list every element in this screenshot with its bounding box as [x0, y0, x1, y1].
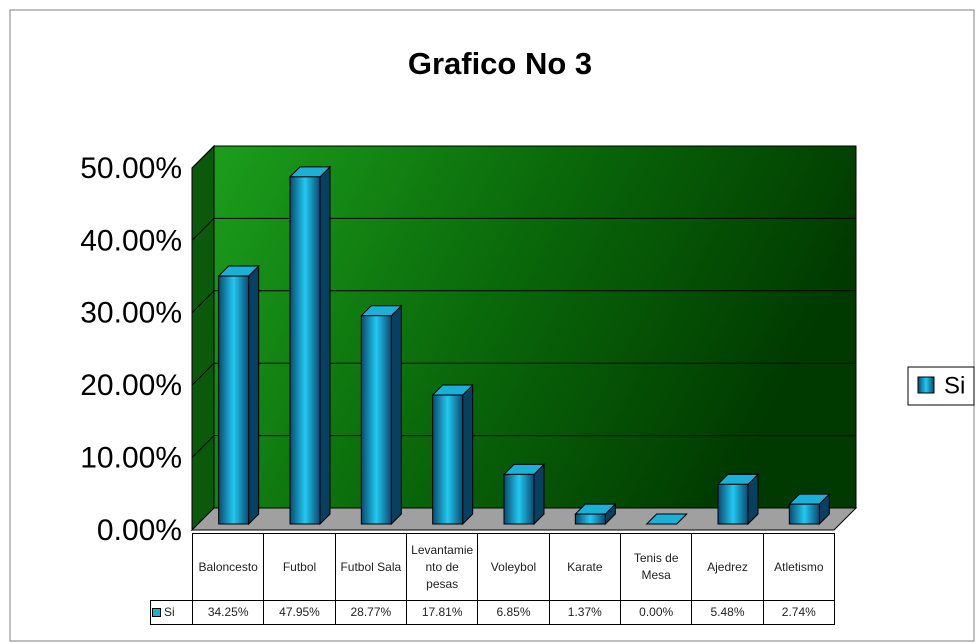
- data-table-value: 0.00%: [620, 600, 693, 625]
- category-label: Tenis de Mesa: [620, 533, 693, 601]
- category-label-text: Karate: [567, 559, 603, 574]
- data-table-value: 5.48%: [691, 600, 764, 625]
- bar: [289, 176, 321, 525]
- data-table-value: 2.74%: [762, 600, 835, 625]
- category-label-text: Atletismo: [774, 559, 824, 574]
- data-table-value-text: 0.00%: [639, 605, 674, 619]
- y-tick-label: 0.00%: [97, 514, 182, 547]
- legend-label: Si: [944, 372, 965, 399]
- legend-key: [152, 608, 161, 617]
- bar: [503, 473, 535, 525]
- category-label-text: Ajedrez: [707, 559, 748, 574]
- data-table-value-text: 34.25%: [207, 605, 249, 619]
- y-tick-label: 40.00%: [80, 224, 182, 257]
- grid-line: [191, 435, 215, 458]
- category-label-text: Tenis de Mesa: [633, 551, 679, 582]
- data-table-value: 1.37%: [548, 600, 621, 625]
- bar-top: [645, 513, 688, 525]
- data-table-value: 6.85%: [477, 600, 550, 625]
- data-table-value-text: 28.77%: [350, 605, 392, 619]
- category-label: Baloncesto: [192, 533, 265, 601]
- bar-side: [319, 165, 331, 526]
- data-table-value: 34.25%: [192, 600, 265, 625]
- grid-line: [191, 290, 215, 314]
- data-table-value: 28.77%: [334, 600, 407, 625]
- side-wall: [191, 144, 215, 532]
- bar-side: [248, 264, 260, 526]
- data-table-series: Si: [150, 600, 193, 625]
- category-label-text: Voleybol: [490, 559, 537, 574]
- category-label: Levantamiento de pesas: [406, 533, 479, 601]
- category-label: Futbol: [263, 533, 336, 601]
- bar: [788, 503, 820, 525]
- category-label: Futbol Sala: [334, 533, 407, 601]
- data-table-series-text: Si: [164, 605, 175, 619]
- bar: [717, 483, 749, 525]
- category-label-text: Futbol Sala: [340, 559, 402, 574]
- bar: [432, 394, 464, 525]
- bar: [360, 315, 392, 525]
- data-table-value: 17.81%: [406, 600, 479, 625]
- bar-side: [390, 304, 402, 526]
- category-label-text: Baloncesto: [198, 559, 258, 574]
- category-label: Karate: [548, 533, 621, 601]
- data-table-value-text: 1.37%: [567, 605, 602, 619]
- bar-side: [462, 383, 474, 526]
- data-table-value-text: 2.74%: [781, 605, 816, 619]
- grid-line: [191, 362, 215, 386]
- grid-line: [191, 145, 215, 169]
- category-label: Ajedrez: [691, 533, 764, 601]
- y-tick-label: 10.00%: [80, 442, 182, 475]
- category-label: Voleybol: [477, 533, 550, 601]
- y-tick-label: 30.00%: [80, 297, 182, 330]
- data-table-value-text: 47.95%: [279, 605, 320, 619]
- category-label: Atletismo: [762, 533, 835, 601]
- y-tick-label: 20.00%: [80, 369, 182, 402]
- category-label-text: Levantamiento de pesas: [411, 542, 474, 591]
- legend-key: [917, 376, 935, 394]
- y-tick-label: 50.00%: [80, 152, 182, 185]
- data-table-value: 47.95%: [263, 600, 336, 625]
- grid-line: [191, 218, 215, 241]
- data-table-value-text: 5.48%: [710, 605, 745, 619]
- bar: [574, 513, 606, 525]
- category-label-text: Futbol: [282, 559, 317, 574]
- chart-title: Grafico No 3: [408, 46, 592, 81]
- data-table-value-text: 17.81%: [421, 605, 463, 619]
- bar: [218, 275, 250, 525]
- data-table-value-text: 6.85%: [496, 605, 531, 619]
